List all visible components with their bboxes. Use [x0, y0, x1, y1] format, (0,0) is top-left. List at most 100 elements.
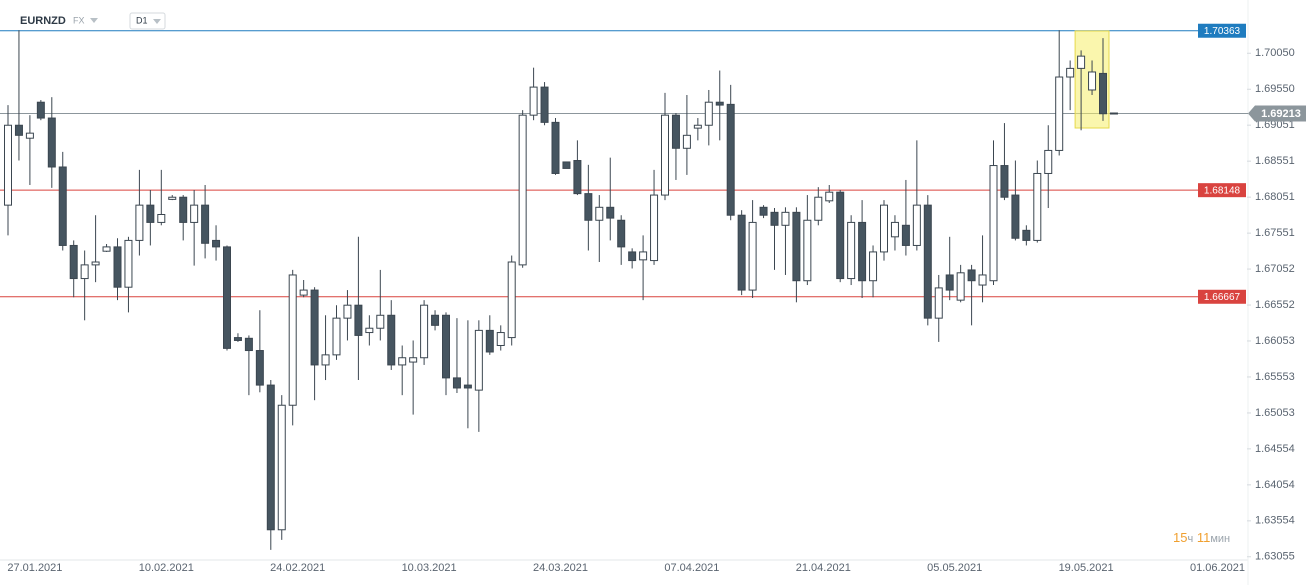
dropdown-arrow[interactable] [153, 19, 161, 24]
candle-body [682, 134, 691, 149]
candle-body [212, 239, 221, 248]
timeframe: D1 [136, 15, 148, 25]
y-tick-label: 1.65553 [1255, 371, 1295, 383]
candle-body [1099, 72, 1107, 115]
candle-body [858, 221, 867, 282]
market: FX [73, 15, 85, 25]
candle-body [91, 261, 100, 266]
candle-body [36, 101, 45, 119]
candle-body [847, 221, 856, 280]
candle-body [518, 114, 527, 266]
level-label: 1.70363 [1204, 26, 1241, 37]
y-tick-label: 1.63554 [1255, 515, 1295, 527]
candle-body [945, 274, 954, 291]
candle-body [299, 289, 308, 296]
x-tick-label: 10.03.2021 [402, 562, 457, 574]
dropdown-arrow[interactable] [90, 18, 98, 23]
level-tag [1198, 183, 1246, 198]
candle-body [967, 269, 976, 282]
level-tag [1198, 289, 1246, 304]
candle-body [1022, 229, 1031, 241]
candle-body [737, 214, 746, 291]
candle-body [671, 114, 680, 149]
candle-body [1088, 71, 1097, 91]
x-tick-label: 01.06.2021 [1190, 562, 1245, 574]
candle-body [190, 204, 199, 223]
y-tick-label: 1.69550 [1255, 83, 1295, 95]
x-tick-label: 24.02.2021 [270, 562, 325, 574]
candle-body [803, 219, 812, 282]
candle-body [332, 317, 341, 356]
candle-body [398, 357, 407, 366]
y-tick-label: 1.66552 [1255, 299, 1295, 311]
x-tick-label: 21.04.2021 [796, 562, 851, 574]
candle-body [463, 384, 472, 389]
candle-body [321, 354, 330, 366]
candle-body [1000, 165, 1009, 198]
candle-body [1066, 67, 1075, 78]
candle-body [233, 337, 242, 341]
candle-body [540, 86, 549, 123]
candle-body [277, 404, 286, 531]
candle-body [135, 204, 144, 241]
candle-body [376, 314, 385, 329]
candle-body [14, 124, 23, 136]
y-tick-label: 1.68051 [1255, 191, 1295, 203]
candle-body [661, 114, 669, 196]
candle-body [146, 204, 155, 223]
level-label: 1.66667 [1204, 292, 1241, 303]
candle-body [573, 160, 582, 195]
candle-body [759, 206, 768, 216]
candle-body [1055, 76, 1064, 151]
candle-body [420, 304, 429, 359]
symbol[interactable]: EURNZD [20, 15, 66, 27]
level-tag [1198, 23, 1246, 38]
candle-body [595, 206, 604, 221]
candle-body [442, 314, 450, 379]
candle-body [715, 101, 724, 106]
timeframe-box[interactable] [129, 12, 166, 30]
candle-body [792, 211, 801, 282]
candle-body [1109, 112, 1118, 115]
candle-body [354, 304, 363, 336]
timer-hours-unit: ч [1187, 533, 1193, 545]
y-tick-label: 1.65053 [1255, 407, 1295, 419]
x-tick-label: 05.05.2021 [927, 562, 982, 574]
candle-body [113, 246, 122, 288]
y-tick-label: 1.66053 [1255, 335, 1295, 347]
candle-body [989, 165, 998, 282]
candle-body [770, 211, 779, 226]
x-tick-label: 07.04.2021 [664, 562, 719, 574]
y-tick-label: 1.70050 [1255, 47, 1295, 59]
timer: 15ч 11мин [1173, 530, 1230, 545]
candle-body [266, 384, 275, 531]
candle-body [748, 221, 757, 291]
candle-body [836, 191, 845, 280]
candle-body [1011, 194, 1020, 239]
y-tick-label: 1.64054 [1255, 479, 1295, 491]
candle-body [310, 289, 319, 366]
candle-body [923, 204, 932, 319]
y-tick-label: 1.63055 [1255, 551, 1295, 563]
candle-body [507, 261, 516, 339]
candle-body [168, 196, 177, 200]
candle-body [551, 121, 560, 174]
x-tick-label: 10.02.2021 [139, 562, 194, 574]
x-tick-label: 27.01.2021 [7, 562, 62, 574]
y-tick-label: 1.69051 [1255, 119, 1295, 131]
candle-body [288, 274, 297, 406]
candle-body [869, 251, 878, 282]
timer-minutes-unit: мин [1210, 533, 1230, 545]
candle-body [223, 246, 231, 349]
candle-body [496, 332, 505, 347]
candle-body [704, 101, 713, 126]
y-tick-label: 1.64554 [1255, 443, 1295, 455]
candle-body [584, 193, 593, 221]
candle-body [529, 86, 538, 116]
level-label: 1.68148 [1204, 185, 1241, 196]
y-tick-label: 1.67052 [1255, 263, 1295, 275]
candle-body [1077, 55, 1086, 69]
candle-body [1033, 172, 1042, 241]
